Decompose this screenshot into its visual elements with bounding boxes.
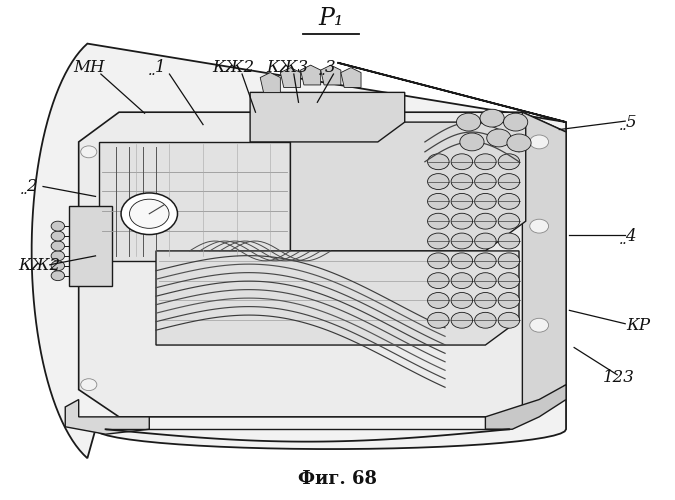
Circle shape (530, 318, 549, 332)
Circle shape (427, 174, 449, 190)
Circle shape (498, 174, 520, 190)
Text: ̤1: ̤1 (156, 59, 167, 76)
Polygon shape (32, 44, 566, 458)
Circle shape (498, 233, 520, 249)
Circle shape (51, 261, 65, 270)
Circle shape (475, 174, 496, 190)
Polygon shape (522, 112, 566, 417)
Circle shape (498, 154, 520, 170)
Text: КР: КР (626, 316, 651, 334)
Circle shape (451, 272, 472, 288)
Circle shape (81, 146, 97, 158)
Polygon shape (156, 251, 519, 345)
Circle shape (51, 231, 65, 241)
Polygon shape (65, 400, 149, 434)
Text: ̤4: ̤4 (626, 228, 637, 244)
Text: КЖ2: КЖ2 (212, 59, 254, 76)
Circle shape (451, 253, 472, 268)
Circle shape (130, 199, 169, 228)
Circle shape (51, 251, 65, 261)
Circle shape (507, 134, 531, 152)
Circle shape (530, 135, 549, 149)
Polygon shape (321, 65, 341, 85)
Circle shape (51, 241, 65, 251)
Polygon shape (341, 68, 361, 87)
Circle shape (475, 214, 496, 229)
Circle shape (498, 253, 520, 268)
Text: Р₁: Р₁ (318, 8, 344, 30)
Circle shape (530, 219, 549, 233)
Circle shape (451, 312, 472, 328)
Circle shape (451, 214, 472, 229)
Text: ̤5: ̤5 (626, 114, 637, 130)
Text: МН: МН (73, 59, 105, 76)
Circle shape (475, 154, 496, 170)
Circle shape (51, 221, 65, 231)
Circle shape (456, 113, 481, 131)
Polygon shape (99, 142, 290, 261)
Circle shape (427, 253, 449, 268)
Polygon shape (69, 206, 112, 286)
Circle shape (451, 174, 472, 190)
Circle shape (460, 133, 484, 151)
Circle shape (475, 194, 496, 210)
Circle shape (121, 193, 178, 234)
Circle shape (451, 292, 472, 308)
Circle shape (427, 312, 449, 328)
Circle shape (475, 292, 496, 308)
Polygon shape (250, 92, 405, 142)
Text: ̤3: ̤3 (325, 59, 336, 76)
Circle shape (427, 272, 449, 288)
Polygon shape (79, 112, 566, 417)
Circle shape (451, 194, 472, 210)
Polygon shape (485, 384, 566, 430)
Polygon shape (300, 65, 321, 85)
Text: 123: 123 (603, 368, 635, 386)
Circle shape (475, 253, 496, 268)
Text: ̤2: ̤2 (28, 178, 39, 195)
Text: КЖ2: КЖ2 (18, 258, 60, 274)
Text: КЖ3: КЖ3 (266, 59, 308, 76)
Circle shape (427, 214, 449, 229)
Circle shape (498, 272, 520, 288)
Polygon shape (280, 68, 300, 87)
Circle shape (498, 292, 520, 308)
Circle shape (451, 233, 472, 249)
Circle shape (475, 272, 496, 288)
Circle shape (427, 233, 449, 249)
Circle shape (504, 113, 528, 131)
Polygon shape (260, 72, 280, 92)
Circle shape (51, 270, 65, 280)
Circle shape (487, 129, 511, 147)
Circle shape (498, 194, 520, 210)
Text: Фиг. 68: Фиг. 68 (298, 470, 377, 488)
Polygon shape (290, 122, 526, 251)
Circle shape (81, 378, 97, 390)
Circle shape (498, 312, 520, 328)
Circle shape (475, 312, 496, 328)
Circle shape (475, 233, 496, 249)
Circle shape (498, 214, 520, 229)
Circle shape (427, 194, 449, 210)
Circle shape (451, 154, 472, 170)
Circle shape (427, 154, 449, 170)
Circle shape (480, 109, 504, 127)
Circle shape (427, 292, 449, 308)
